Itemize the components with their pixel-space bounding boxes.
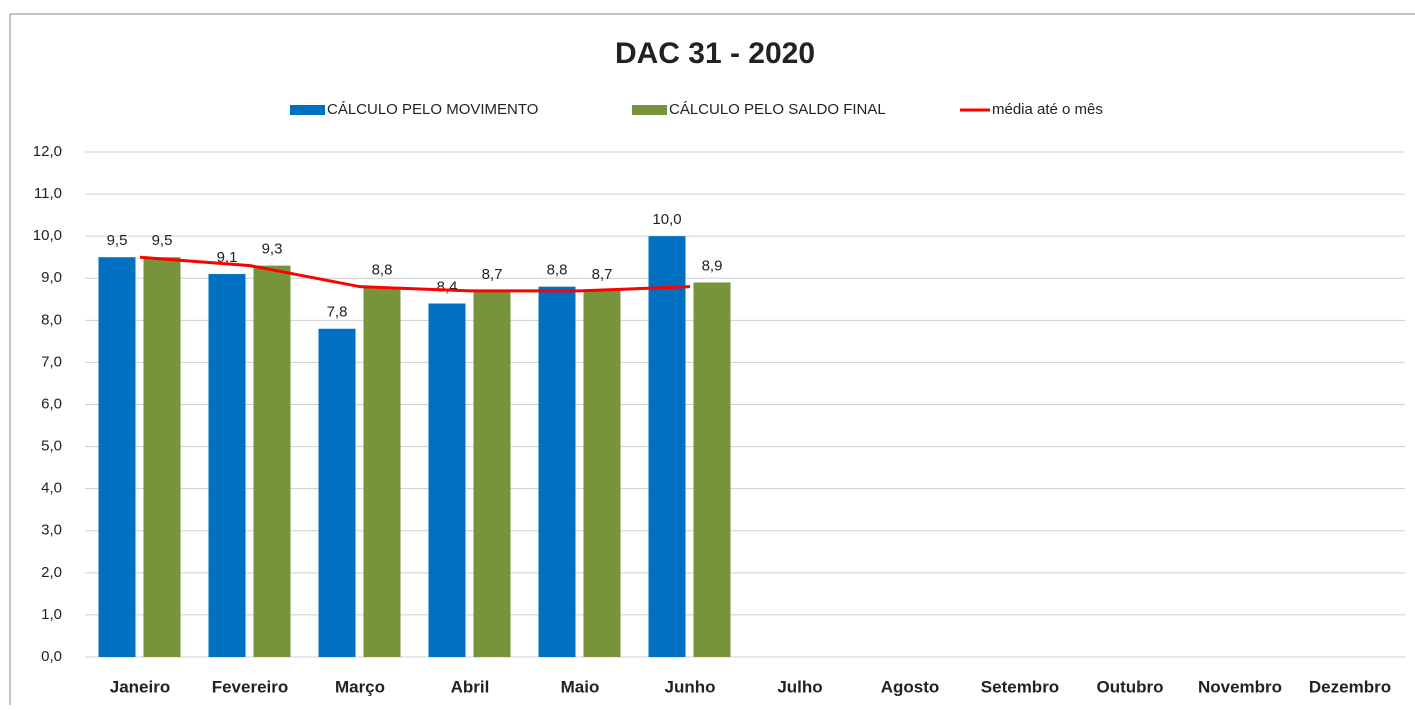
bar [538,286,576,657]
x-tick-label: Julho [777,677,822,696]
y-tick-label: 11,0 [34,185,62,202]
y-tick-label: 10,0 [33,227,62,244]
value-label: 8,7 [482,266,503,283]
x-tick-label: Outubro [1096,677,1163,696]
x-tick-label: Junho [665,677,716,696]
value-label: 8,7 [592,266,613,283]
y-tick-label: 12,0 [33,143,62,160]
bar [428,303,466,657]
value-label: 10,0 [652,211,681,228]
bar [253,265,291,657]
legend-swatch [290,105,325,115]
bar [693,282,731,657]
legend-label: CÁLCULO PELO SALDO FINAL [669,101,886,118]
y-tick-label: 8,0 [41,311,62,328]
y-tick-label: 2,0 [41,564,62,581]
y-tick-label: 9,0 [41,269,62,286]
x-tick-label: Dezembro [1309,677,1391,696]
y-tick-label: 7,0 [41,353,62,370]
legend-label: CÁLCULO PELO MOVIMENTO [327,101,538,118]
value-label: 9,5 [152,232,173,249]
value-label: 9,1 [217,249,238,266]
line [139,255,691,293]
y-tick-label: 6,0 [41,395,62,412]
bar [98,257,136,657]
x-tick-label: Fevereiro [212,677,289,696]
x-tick-label: Maio [561,677,600,696]
value-label: 8,4 [437,278,458,295]
x-tick-label: Novembro [1198,677,1282,696]
x-tick-label: Abril [451,677,490,696]
logo-mask [0,0,1415,14]
bar [318,328,356,657]
bar [473,290,511,657]
y-tick-label: 3,0 [41,522,62,539]
chart-title: DAC 31 - 2020 [615,37,815,70]
bar [143,257,181,657]
bar [363,286,401,657]
value-label: 7,8 [327,304,348,321]
bar [208,274,246,657]
value-label: 8,8 [372,262,393,279]
y-tick-label: 1,0 [41,606,62,623]
value-label: 8,9 [702,257,723,274]
legend-swatch [632,105,667,115]
x-tick-label: Janeiro [110,677,170,696]
legend-label: média até o mês [992,101,1103,118]
y-tick-label: 5,0 [41,438,62,455]
x-tick-label: Agosto [881,677,940,696]
value-label: 9,5 [107,232,128,249]
y-tick-label: 4,0 [41,480,62,497]
value-label: 9,3 [262,241,283,258]
y-tick-label: 0,0 [41,648,62,665]
bar [583,290,621,657]
x-tick-label: Setembro [981,677,1059,696]
bar [648,236,686,657]
value-label: 8,8 [547,262,568,279]
x-tick-label: Março [335,677,385,696]
